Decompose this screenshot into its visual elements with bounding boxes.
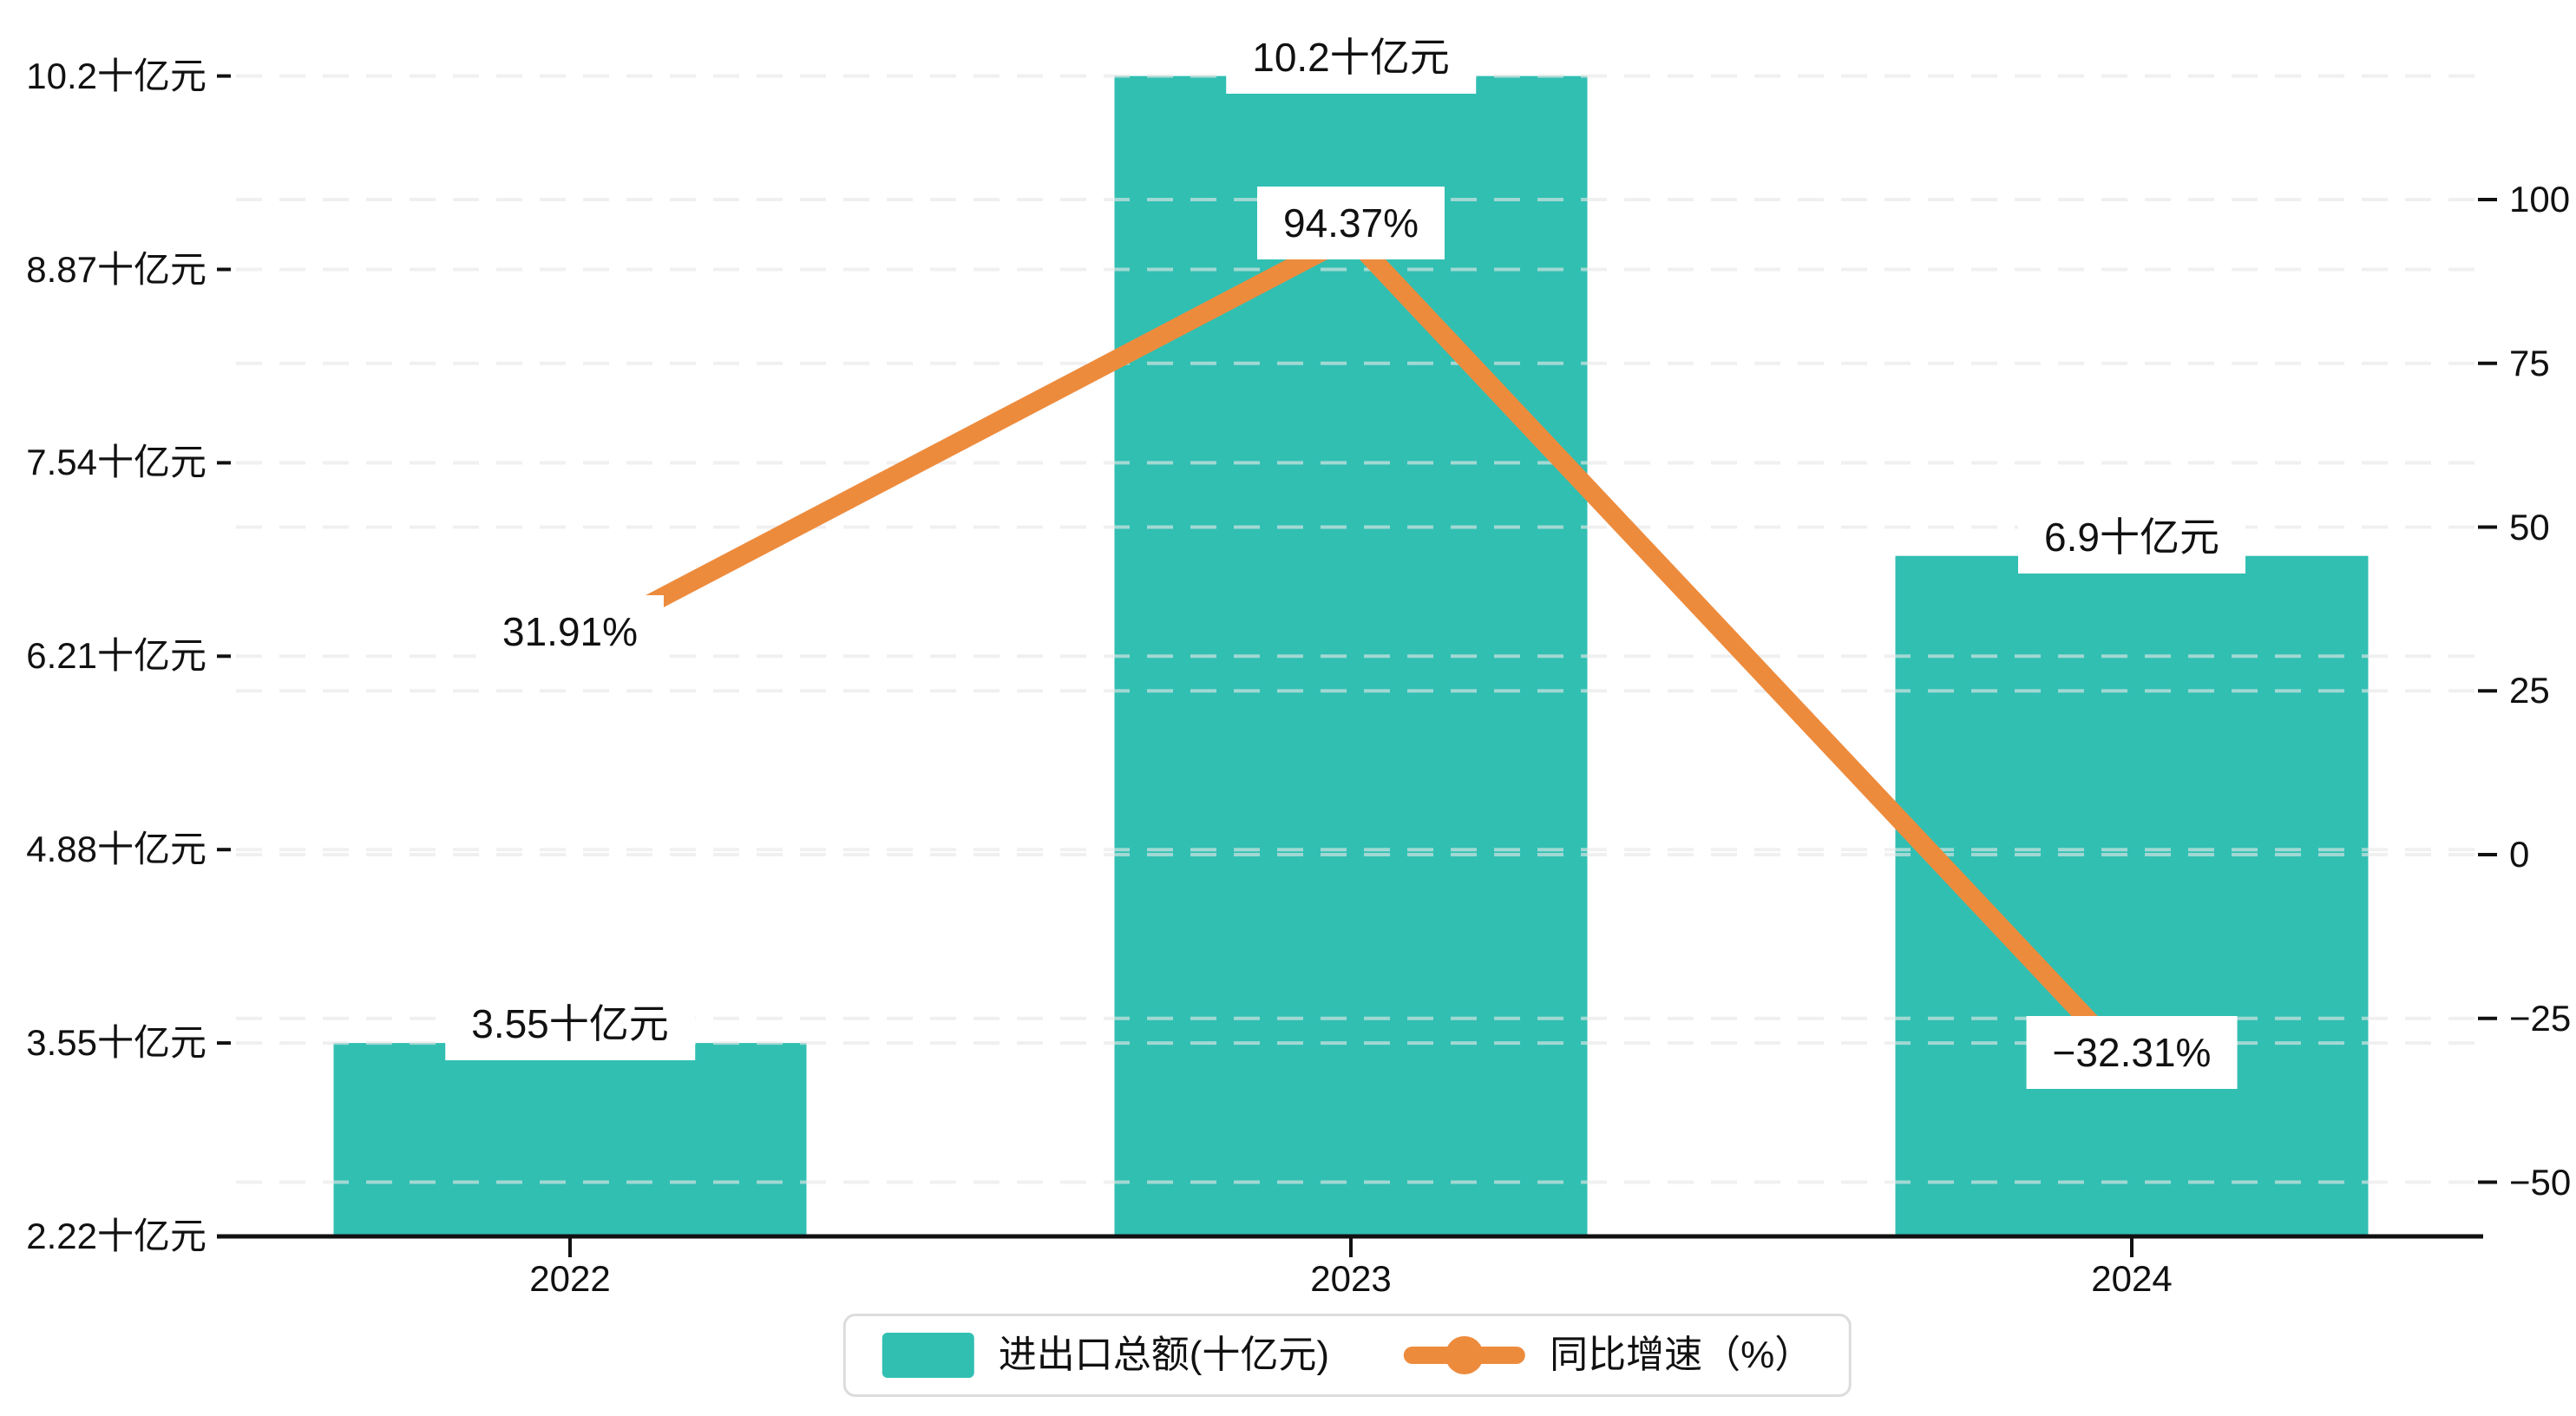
y-axis-tick-label: 8.87十亿元 [26,248,206,290]
right-axis-tick-label: 50 [2509,506,2550,547]
right-axis-tick-label: 0 [2509,834,2530,875]
bar-value-label: 10.2十亿元 [1226,20,1476,94]
line-series-dot-icon [1445,1336,1485,1374]
y-axis-tick-label: 2.22十亿元 [26,1216,206,1256]
legend-label-bar-series: 进出口总额(十亿元) [998,1334,1330,1376]
bar-series-swatch-icon [882,1333,974,1378]
right-axis-tick-label: 100 [2509,179,2571,220]
bar-value-label: 6.9十亿元 [2018,500,2245,574]
y-axis-tick-label: 6.21十亿元 [26,635,206,677]
y-axis-tick-label: 10.2十亿元 [26,55,206,96]
legend-item-bar-series[interactable]: 进出口总额(十亿元) [882,1331,1329,1380]
right-axis-tick-label: −50 [2509,1161,2572,1203]
right-axis-tick-label: 25 [2509,670,2550,711]
right-axis-tick-label: 75 [2509,342,2550,384]
bar-2022[interactable] [333,1043,807,1236]
x-axis-category-label: 2022 [529,1258,611,1299]
line-value-label: 94.37% [1256,186,1445,259]
line-value-label: 31.91% [475,595,665,669]
y-axis-tick-label: 7.54十亿元 [26,442,206,483]
legend-label-line-series: 同比增速（%） [1550,1334,1813,1376]
y-axis-tick-label: 3.55十亿元 [26,1022,206,1064]
line-value-label: −32.31% [2026,1015,2238,1089]
line-series-marker-icon [1404,1336,1526,1374]
legend: 进出口总额(十亿元) 同比增速（%） [842,1314,1852,1397]
bar-value-label: 3.55十亿元 [445,987,695,1061]
legend-item-line-series[interactable]: 同比增速（%） [1404,1331,1812,1380]
x-axis-category-label: 2023 [1310,1258,1392,1299]
x-axis-category-label: 2024 [2091,1258,2173,1299]
y-axis-tick-label: 4.88十亿元 [26,829,206,870]
right-axis-tick-label: −25 [2509,997,2572,1039]
